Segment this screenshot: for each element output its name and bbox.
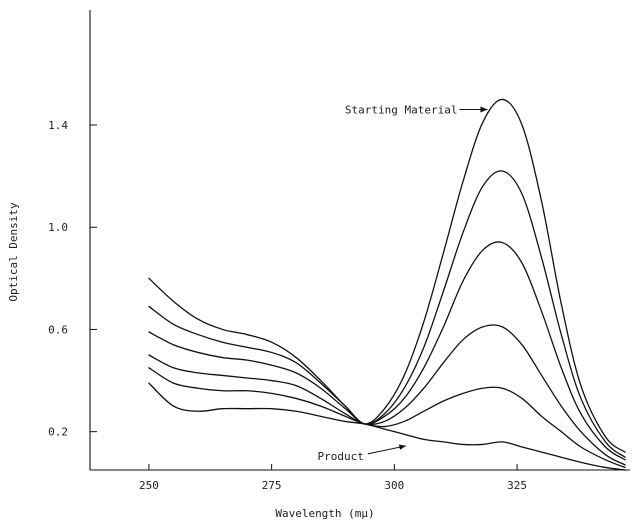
spectrum-curve-4 — [148, 324, 626, 466]
y-tick-label: 0.6 — [48, 323, 68, 336]
product-arrow — [367, 445, 406, 455]
y-tick-label: 0.2 — [48, 426, 68, 439]
series-layer — [148, 98, 626, 471]
product-label: Product — [317, 450, 363, 463]
x-tick-label: 325 — [507, 479, 527, 492]
spectrum-curve-1 — [148, 98, 626, 453]
y-axis-title: Optical Density — [7, 202, 20, 302]
y-tick-label: 1.4 — [48, 119, 68, 132]
starting-material-label: Starting Material — [345, 103, 458, 116]
x-ticks: 250 275 300 325 — [139, 464, 527, 492]
product-arrowhead — [398, 444, 406, 450]
x-tick-label: 275 — [262, 479, 282, 492]
spectrum-curve-3 — [148, 241, 626, 461]
x-axis-title: Wavelength (mμ) — [275, 507, 374, 520]
axes — [89, 10, 630, 471]
spectrum-curve-2 — [148, 170, 626, 458]
spectrum-curve-6 — [148, 382, 626, 471]
x-tick-label: 300 — [384, 479, 404, 492]
y-tick-label: 1.0 — [48, 221, 68, 234]
y-ticks: 0.2 0.6 1.0 1.4 — [48, 119, 97, 439]
annotation-layer: Starting Material Product — [317, 103, 488, 463]
spectrum-curve-5 — [148, 367, 626, 469]
x-tick-label: 250 — [139, 479, 159, 492]
starting-material-arrowhead — [480, 106, 488, 113]
